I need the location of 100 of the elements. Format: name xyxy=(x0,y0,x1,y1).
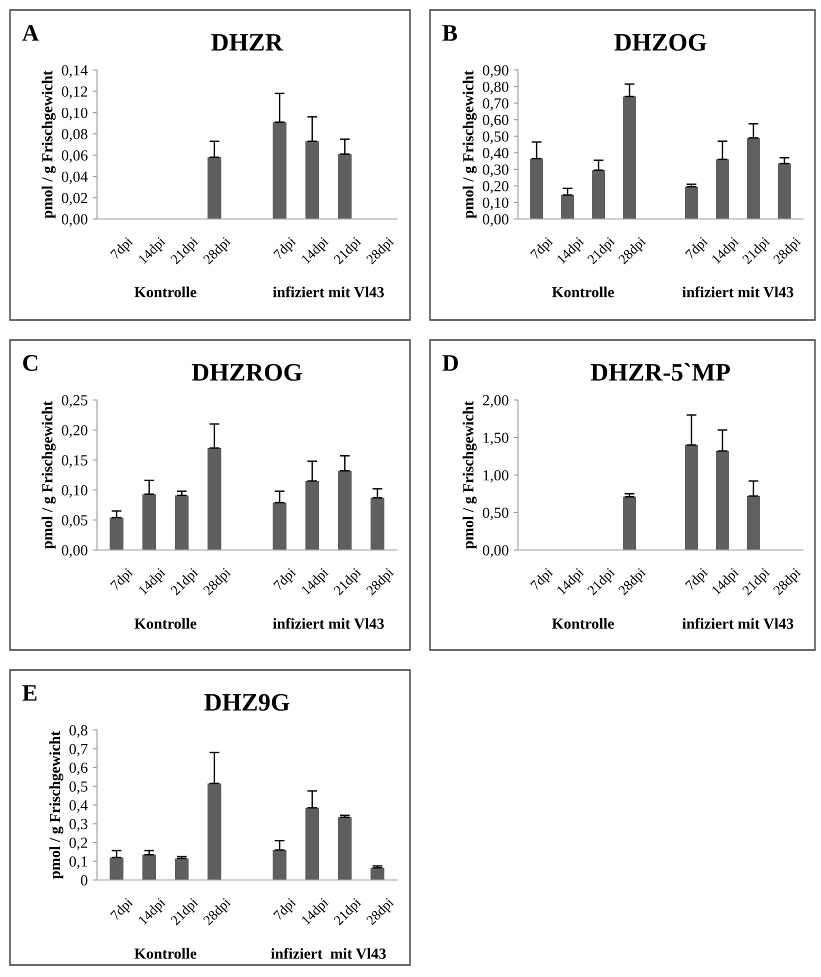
y-tick-label: 0,4 xyxy=(69,800,88,813)
bar xyxy=(272,122,286,219)
text: infiziert mit Vl43 xyxy=(272,618,384,629)
y-tick-label: 1,50 xyxy=(484,432,508,446)
y-tick-label: 0,60 xyxy=(482,114,508,128)
y-tick-label: 0,8 xyxy=(69,725,88,738)
bar xyxy=(746,138,760,219)
bar xyxy=(684,445,698,550)
y-tick-label: 0,5 xyxy=(69,781,88,794)
x-tick-label: 7dpi xyxy=(110,236,136,262)
x-tick-label: 7dpi xyxy=(272,566,298,592)
bar xyxy=(338,154,352,219)
y-tick-label: 0,08 xyxy=(62,129,88,142)
text: infiziert mit Vl43 xyxy=(271,948,386,959)
y-tick-label: 0,80 xyxy=(482,82,508,94)
text: Kontrolle xyxy=(134,286,196,298)
y-tick-label: 0,6 xyxy=(69,762,88,776)
bar xyxy=(623,496,636,550)
x-tick-label: 7dpi xyxy=(530,566,556,592)
bar xyxy=(778,164,791,219)
bar xyxy=(272,502,286,550)
x-tick-label: 7dpi xyxy=(684,566,710,592)
y-tick-label: 0,14 xyxy=(62,65,88,78)
x-tick-label: 7dpi xyxy=(272,236,298,262)
y-tick-label: 0,20 xyxy=(62,425,88,438)
y-tick-label: 0,02 xyxy=(62,192,88,206)
chart-title: DHZR xyxy=(211,34,284,51)
x-tick-label: 7dpi xyxy=(684,236,710,262)
y-tick-label: 0,10 xyxy=(482,198,508,210)
text: infiziert mit Vl43 xyxy=(272,286,384,298)
bar xyxy=(305,808,320,880)
x-tick-label: 7dpi xyxy=(272,896,298,922)
bar xyxy=(305,141,320,219)
bar xyxy=(623,96,636,219)
y-tick-label: 2,00 xyxy=(482,395,508,408)
y-tick-label: 0,25 xyxy=(62,395,88,408)
bar xyxy=(746,496,760,550)
x-tick-label: 7dpi xyxy=(530,236,556,262)
text: B xyxy=(442,25,458,41)
bar xyxy=(592,170,606,219)
y-tick-label: 0,05 xyxy=(62,515,88,528)
y-tick-label: 0,3 xyxy=(69,818,88,832)
y-tick-label: 0,10 xyxy=(62,485,88,498)
bar xyxy=(142,854,156,880)
x-tick-label: 7dpi xyxy=(110,566,136,592)
bar xyxy=(305,481,320,550)
y-tick-label: 0,10 xyxy=(62,108,88,120)
y-tick-label: 0,1 xyxy=(69,856,88,869)
bar xyxy=(338,817,352,880)
text: Kontrolle xyxy=(134,948,196,959)
chart-title: DHZ9G xyxy=(204,694,290,711)
y-axis-title: pmol / g Frischgewicht xyxy=(462,70,477,218)
bar xyxy=(338,470,352,550)
y-tick-label: 0,90 xyxy=(482,65,508,78)
y-axis-title: pmol / g Frischgewicht xyxy=(462,401,477,549)
bar xyxy=(272,850,286,880)
bar xyxy=(110,858,124,880)
y-tick-label: 0,20 xyxy=(482,181,508,194)
x-tick-label: 7dpi xyxy=(110,896,136,922)
text: infiziert mit Vl43 xyxy=(682,286,794,298)
text: infiziert mit Vl43 xyxy=(682,618,794,629)
y-tick-label: 0,70 xyxy=(482,98,508,111)
bar xyxy=(561,194,574,219)
text: A xyxy=(22,25,39,41)
bar xyxy=(530,158,544,219)
y-tick-label: 0,30 xyxy=(482,164,508,177)
y-tick-label: 0,15 xyxy=(62,455,88,468)
chart-title: DHZOG xyxy=(614,34,706,51)
y-tick-label: 0 xyxy=(80,875,88,886)
y-tick-label: 0,04 xyxy=(62,172,88,184)
y-tick-label: 0,00 xyxy=(62,214,88,227)
text: Kontrolle xyxy=(134,618,196,629)
text: D xyxy=(442,355,458,371)
y-tick-label: 0,06 xyxy=(62,150,88,163)
bar xyxy=(208,157,222,219)
chart-title: DHZROG xyxy=(192,364,302,381)
y-tick-label: 0,00 xyxy=(482,545,508,558)
y-tick-label: 0,40 xyxy=(482,148,508,160)
bar xyxy=(110,518,124,550)
text: Kontrolle xyxy=(552,286,614,298)
bar xyxy=(716,159,729,219)
y-tick-label: 0,00 xyxy=(482,214,508,227)
y-tick-label: 0,50 xyxy=(482,131,508,144)
y-axis-title: pmol / g Frischgewicht xyxy=(49,731,64,879)
y-tick-label: 0,2 xyxy=(69,838,88,850)
bar xyxy=(142,494,156,550)
bar xyxy=(208,448,222,550)
bar xyxy=(174,858,189,880)
text: C xyxy=(23,355,38,371)
y-axis-title: pmol / g Frischgewicht xyxy=(42,70,56,218)
y-tick-label: 0,00 xyxy=(62,545,88,558)
bar xyxy=(684,186,698,219)
bar xyxy=(716,451,729,550)
y-tick-label: 0,12 xyxy=(62,86,88,99)
bar xyxy=(370,498,384,550)
bar xyxy=(208,783,222,880)
bar xyxy=(174,495,189,550)
bar xyxy=(370,868,384,880)
y-tick-label: 0,7 xyxy=(69,744,88,756)
text: E xyxy=(22,685,37,701)
